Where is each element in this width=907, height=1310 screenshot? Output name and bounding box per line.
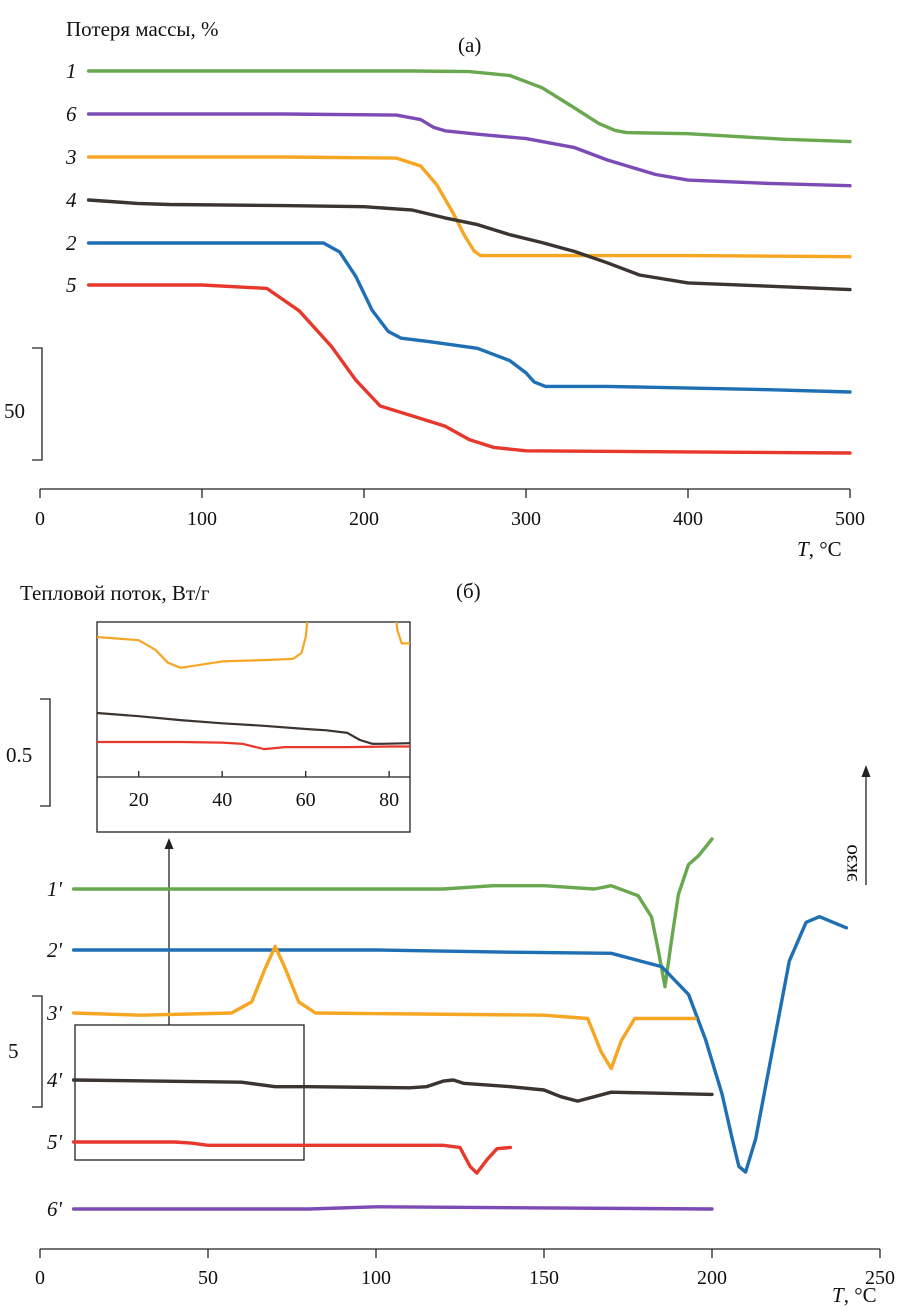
panel-a-curves: 1 6 3 4 2 5 bbox=[65, 59, 852, 455]
panel-b-title: (б) bbox=[456, 579, 481, 603]
panel-a-curve-label-4: 4 bbox=[66, 188, 77, 212]
panel-a-curve-label-5: 5 bbox=[66, 273, 77, 297]
zoom-arrow-head bbox=[164, 838, 174, 849]
panel-b-curve-label-4p: 4' bbox=[47, 1068, 63, 1092]
inset-x-tick-label: 60 bbox=[296, 789, 316, 811]
panel-b-x-tick-label: 50 bbox=[198, 1267, 218, 1289]
panel-b-curve-label-3p: 3' bbox=[46, 1001, 63, 1025]
panel-a: Потеря массы, % (а) 50 0 100 200 300 400 500 … bbox=[4, 17, 865, 561]
inset-series-red bbox=[97, 740, 410, 751]
panel-b-x-tick-label: 150 bbox=[529, 1267, 559, 1289]
panel-a-x-tick-label: 500 bbox=[835, 508, 865, 530]
inset-scale-label: 0.5 bbox=[6, 743, 32, 767]
panel-a-scale-label: 50 bbox=[4, 399, 25, 423]
panel-a-xlabel: T, °C bbox=[797, 537, 842, 561]
panel-b-xlabel: T, °C bbox=[832, 1283, 877, 1307]
panel-a-x-tick-label: 400 bbox=[673, 508, 703, 530]
panel-a-series-5 bbox=[86, 283, 852, 455]
panel-b-scale-label: 5 bbox=[8, 1039, 19, 1063]
panel-a-xlabel-unit: , °C bbox=[809, 537, 842, 561]
panel-a-scale-bar bbox=[32, 347, 43, 461]
panel-b-series-5p bbox=[71, 1140, 513, 1175]
panel-b-series-4p bbox=[71, 1078, 714, 1103]
panel-b-x-tick-label: 0 bbox=[35, 1267, 45, 1289]
inset-x-tick-label: 80 bbox=[379, 789, 399, 811]
inset-series-orange bbox=[97, 622, 410, 669]
panel-a-series-4 bbox=[86, 198, 852, 292]
panel-b-x-tick-label: 250 bbox=[865, 1267, 895, 1289]
panel-b-ylabel: Тепловой поток, Вт/г bbox=[20, 581, 210, 605]
panel-a-title: (а) bbox=[458, 33, 481, 57]
panel-b-series-3p bbox=[71, 944, 697, 1071]
inset-frame bbox=[96, 621, 411, 833]
panel-b-x-ticks: 0 50 100 150 200 250 bbox=[35, 1249, 895, 1289]
panel-b-curve-label-5p: 5' bbox=[47, 1130, 63, 1154]
panel-b-x-tick-label: 100 bbox=[361, 1267, 391, 1289]
panel-a-x-tick-label: 300 bbox=[511, 508, 541, 530]
panel-b-curve-label-6p: 6' bbox=[47, 1197, 63, 1221]
panel-a-ylabel: Потеря массы, % bbox=[66, 17, 219, 41]
inset-x-ticks: 20 40 60 80 bbox=[129, 771, 399, 811]
panel-b-curve-label-2p: 2' bbox=[47, 938, 63, 962]
panel-a-xlabel-var: T bbox=[797, 537, 810, 561]
panel-b-x-tick-label: 200 bbox=[697, 1267, 727, 1289]
panel-a-series-2 bbox=[86, 241, 852, 394]
panel-b-series-2p bbox=[71, 915, 849, 1174]
panel-a-curve-label-3: 3 bbox=[65, 145, 77, 169]
inset-x-tick-label: 20 bbox=[129, 789, 149, 811]
panel-a-x-tick-label: 0 bbox=[35, 508, 45, 530]
panel-b-series-1p bbox=[71, 837, 714, 989]
inset-curves bbox=[97, 622, 410, 751]
exo-label: экзо bbox=[838, 844, 862, 882]
panel-a-x-ticks: 0 100 200 300 400 500 bbox=[35, 489, 865, 530]
panel-a-series-3 bbox=[86, 155, 852, 259]
panel-a-curve-label-2: 2 bbox=[66, 231, 77, 255]
exo-arrow-head bbox=[861, 765, 871, 777]
inset-series-black bbox=[97, 711, 410, 745]
panel-a-series-1 bbox=[86, 69, 852, 144]
panel-b-xlabel-unit: , °C bbox=[844, 1283, 877, 1307]
inset-scale-bar bbox=[40, 698, 51, 807]
panel-b-xlabel-var: T bbox=[832, 1283, 845, 1307]
panel-b: Тепловой поток, Вт/г (б) 20 40 60 80 0.5 5 … bbox=[6, 579, 895, 1307]
panel-b-curve-label-1p: 1' bbox=[47, 877, 63, 901]
panel-a-curve-label-6: 6 bbox=[66, 102, 77, 126]
panel-a-curve-label-1: 1 bbox=[66, 59, 77, 83]
panel-a-series-6 bbox=[86, 112, 852, 188]
inset-plot: 20 40 60 80 bbox=[96, 621, 411, 833]
panel-b-series-6p bbox=[71, 1205, 714, 1211]
panel-b-scale-bar bbox=[32, 995, 43, 1108]
zoom-region-box bbox=[74, 1024, 305, 1161]
panel-a-x-tick-label: 100 bbox=[187, 508, 217, 530]
inset-x-tick-label: 40 bbox=[212, 789, 232, 811]
panel-b-curves: 1' 2' 3' 4' 5' 6' bbox=[46, 837, 849, 1221]
panel-a-x-tick-label: 200 bbox=[349, 508, 379, 530]
